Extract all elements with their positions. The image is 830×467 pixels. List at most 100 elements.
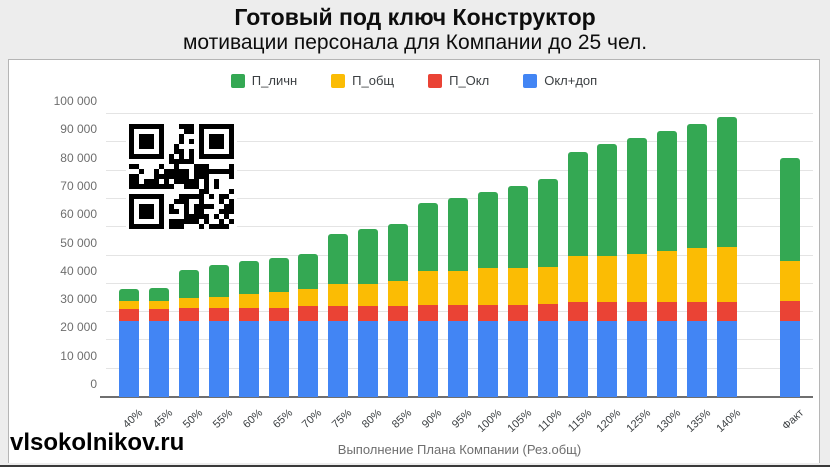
bar-segment-П_личн [780, 157, 800, 262]
bar-segment-П_общ [780, 261, 800, 301]
legend-label: Окл+доп [544, 73, 598, 88]
y-axis-tick-label: 0 [90, 377, 97, 391]
legend-item: П_Окл [428, 73, 489, 88]
bar-segment-П_общ [148, 300, 169, 310]
y-axis-tick-label: 40 000 [60, 263, 97, 278]
chart-panel: П_личн П_общ П_Окл Окл+доп 0 10 000 20 000 30 … [8, 59, 820, 463]
bar-segment-П_Окл [268, 307, 289, 321]
bar-segment-П_Окл [657, 302, 678, 321]
bar-segment-П_общ [597, 255, 618, 303]
y-axis-tick-label: 10 000 [60, 348, 97, 363]
bar-segment-П_Окл [418, 305, 438, 321]
y-axis-tick-label: 100 000 [53, 94, 97, 108]
bar-segment-П_Окл [780, 300, 800, 321]
bar-segment-П_общ [627, 254, 648, 303]
grid-line [106, 169, 813, 171]
grid-line [106, 113, 813, 114]
bar-segment-П_личн [358, 228, 379, 284]
x-axis-line [100, 396, 813, 398]
grid-line [106, 141, 813, 143]
bar-segment-П_Окл [238, 307, 259, 321]
stacked-bar-95% [447, 197, 468, 397]
y-axis-tick-label: 60 000 [60, 207, 97, 222]
stacked-bar-110% [537, 179, 558, 397]
qr-code [126, 121, 237, 232]
bar-segment-Окл+доп [388, 320, 409, 397]
bar-segment-П_Окл [148, 309, 169, 321]
bar-segment-П_общ [208, 296, 229, 308]
legend-item: П_личн [230, 73, 297, 88]
legend-swatch-icon [230, 73, 245, 88]
bar-segment-П_общ [567, 255, 588, 303]
bar-segment-П_Окл [328, 306, 349, 321]
stacked-bar-40% [119, 289, 139, 397]
stacked-bar-120% [597, 143, 618, 397]
bar-segment-Окл+доп [597, 320, 618, 397]
bar-segment-Окл+доп [507, 320, 528, 397]
bar-segment-П_Окл [567, 302, 588, 321]
bar-segment-П_Окл [507, 305, 528, 321]
plot-area: 0 10 000 20 000 30 000 40 000 50 000 60 000 70 … [54, 94, 813, 435]
bar-segment-П_общ [358, 283, 379, 307]
bar-segment-П_Окл [687, 302, 708, 321]
stacked-bar-115% [567, 152, 588, 397]
bar-segment-Окл+доп [447, 320, 468, 397]
legend-label: П_общ [352, 73, 395, 88]
bar-segment-П_Окл [477, 305, 498, 321]
legend-label: П_Окл [449, 73, 490, 88]
y-axis-tick-label: 30 000 [60, 292, 97, 307]
bar-segment-П_Окл [178, 307, 199, 321]
bar-segment-П_Окл [358, 306, 379, 321]
legend-swatch-icon [428, 73, 443, 88]
bar-segment-Окл+доп [657, 320, 678, 397]
bar-segment-П_Окл [388, 306, 409, 321]
bar-segment-Окл+доп [567, 320, 588, 397]
bar-segment-П_общ [119, 300, 139, 310]
bar-segment-П_общ [507, 268, 528, 306]
bar-segment-П_личн [477, 191, 498, 269]
bar-segment-Окл+доп [298, 320, 319, 397]
bar-segment-Окл+доп [717, 320, 737, 397]
bar-segment-П_общ [477, 268, 498, 306]
stacked-bar-80% [358, 228, 379, 397]
bar-segment-П_личн [178, 269, 199, 298]
stacked-bar-65% [268, 258, 289, 397]
bar-segment-П_личн [148, 288, 169, 301]
bar-segment-П_Окл [298, 306, 319, 321]
stacked-bar-140% [717, 116, 737, 397]
bar-segment-П_Окл [627, 302, 648, 321]
legend-swatch-icon [331, 73, 346, 88]
bar-segment-Окл+доп [178, 320, 199, 397]
bar-segment-П_личн [597, 143, 618, 256]
stacked-bar-45% [148, 288, 169, 397]
bar-segment-П_личн [119, 289, 139, 301]
bar-segment-Окл+доп [418, 320, 438, 397]
stacked-bar-90% [418, 203, 438, 397]
stacked-bar-125% [627, 138, 648, 397]
bar-segment-Окл+доп [328, 320, 349, 397]
title-line-2: мотивации персонала для Компании до 25 ч… [182, 31, 648, 54]
legend-item: Окл+доп [523, 73, 597, 88]
bar-segment-П_общ [447, 271, 468, 306]
stacked-bar-105% [507, 186, 528, 397]
bar-segment-Окл+доп [148, 320, 169, 397]
x-axis-tick-label: Факт [780, 407, 807, 433]
bar-segment-Окл+доп [780, 320, 800, 397]
stacked-bar-70% [298, 254, 319, 397]
bar-segment-П_личн [627, 138, 648, 255]
bar-segment-П_Окл [597, 302, 618, 321]
bar-segment-Окл+доп [627, 320, 648, 397]
bar-segment-П_личн [507, 186, 528, 269]
bar-segment-П_общ [687, 248, 708, 303]
y-axis-tick-label: 20 000 [60, 320, 97, 335]
bar-segment-П_общ [388, 280, 409, 307]
title-line-1: Готовый под ключ Конструктор [234, 4, 596, 30]
y-axis-tick-label: 80 000 [60, 150, 97, 165]
y-axis-tick-label: 90 000 [60, 122, 97, 137]
x-axis-title: Выполнение Плана Компании (Рез.общ) [337, 442, 582, 457]
bar-segment-П_Окл [717, 302, 737, 321]
bar-segment-П_общ [268, 292, 289, 308]
stacked-bar-50% [178, 269, 199, 397]
stacked-bar-Факт [780, 157, 800, 397]
